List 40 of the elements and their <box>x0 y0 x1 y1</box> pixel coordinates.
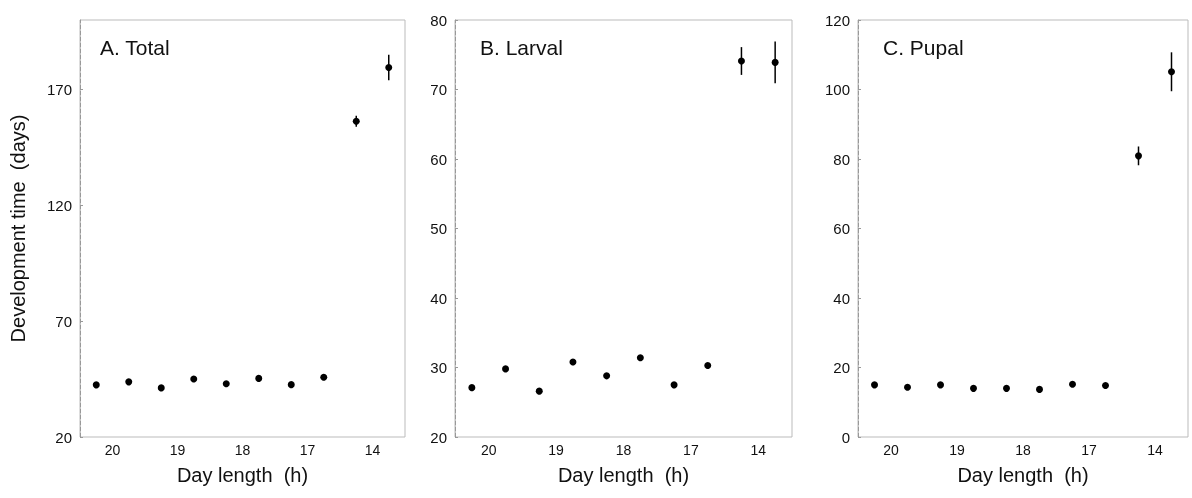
y-tick-label: 70 <box>430 81 447 98</box>
x-tick-label: 20 <box>480 442 497 458</box>
y-tick-label: 20 <box>833 359 850 376</box>
x-tick-label: 19 <box>548 442 565 458</box>
text: A. Total <box>100 36 170 59</box>
y-tick-label: 170 <box>46 81 72 98</box>
y-tick-label: 40 <box>833 289 850 307</box>
y-tick-label: 70 <box>55 312 72 330</box>
x-tick-label: 14 <box>364 442 381 458</box>
x-tick-label: 19 <box>949 442 965 458</box>
x-axis-title: Day length (h) <box>176 464 309 486</box>
y-tick-label: 30 <box>430 359 447 376</box>
text: B. Larval <box>480 36 563 59</box>
x-tick-label: 18 <box>1015 442 1031 458</box>
x-tick-label: 17 <box>683 442 699 458</box>
x-axis-title: Day length (h) <box>957 464 1089 486</box>
y-tick-label: 100 <box>824 81 850 98</box>
y-tick-label: 80 <box>833 150 850 168</box>
y-axis-title: Development time (days) <box>7 114 29 343</box>
y-tick-label: 50 <box>430 220 447 237</box>
y-tick-label: 20 <box>55 428 72 446</box>
y-tick-label: 120 <box>46 196 72 214</box>
x-tick-label: 17 <box>1081 442 1097 458</box>
x-tick-label: 14 <box>1147 442 1163 458</box>
x-tick-label: 17 <box>299 442 316 458</box>
text: C. Pupal <box>883 36 964 59</box>
y-tick-label: 80 <box>430 11 447 29</box>
y-tick-label: 60 <box>833 220 850 237</box>
y-tick-label: 20 <box>430 428 447 446</box>
x-tick-label: 14 <box>750 442 767 458</box>
y-tick-label: 120 <box>824 11 850 29</box>
y-tick-label: 40 <box>430 289 447 307</box>
x-tick-label: 18 <box>615 442 632 458</box>
x-axis-title: Day length (h) <box>557 464 690 486</box>
x-tick-label: 18 <box>234 442 251 458</box>
x-tick-label: 19 <box>169 442 186 458</box>
y-tick-label: 60 <box>430 150 447 168</box>
x-tick-label: 20 <box>104 442 121 458</box>
y-tick-label: 0 <box>841 428 850 446</box>
x-tick-label: 20 <box>883 442 899 458</box>
